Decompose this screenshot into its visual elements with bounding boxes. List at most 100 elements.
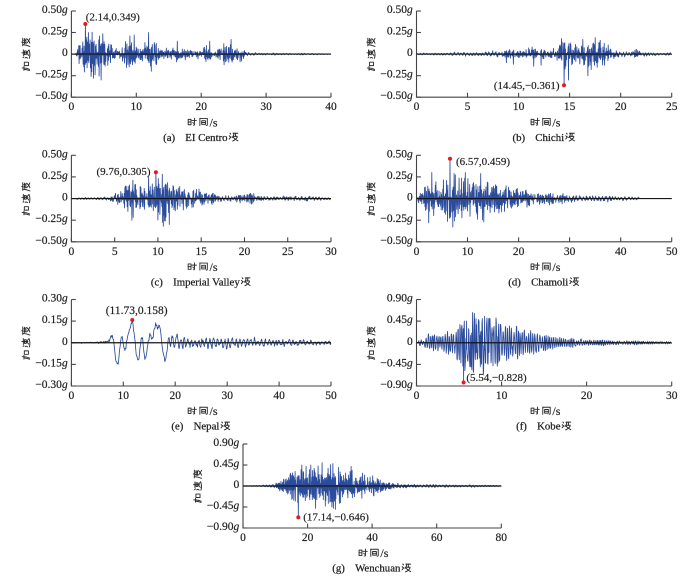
svg-text:50: 50 [666, 246, 678, 258]
svg-text:−0.25g: −0.25g [380, 213, 413, 225]
svg-text:0.45g: 0.45g [387, 314, 413, 326]
svg-text:20: 20 [513, 246, 525, 258]
svg-text:5: 5 [465, 101, 471, 113]
svg-text:20: 20 [195, 101, 207, 113]
svg-text:10: 10 [513, 101, 525, 113]
svg-text:0.50g: 0.50g [387, 4, 413, 16]
svg-text:−0.25g: −0.25g [35, 69, 68, 81]
svg-text:50: 50 [325, 390, 337, 402]
svg-text:20: 20 [169, 390, 181, 402]
svg-text:(11.73,0.158): (11.73,0.158) [106, 305, 168, 317]
svg-text:0.50g: 0.50g [42, 148, 68, 160]
svg-text:/s: /s [210, 260, 218, 274]
svg-text:(g): (g) [332, 563, 345, 575]
svg-text:0: 0 [69, 390, 75, 402]
svg-text:10: 10 [118, 390, 130, 402]
svg-text:10: 10 [131, 101, 143, 113]
svg-text:(b): (b) [513, 132, 526, 144]
svg-text:−0.25g: −0.25g [380, 69, 413, 81]
svg-text:0: 0 [62, 336, 68, 348]
svg-text:−0.15g: −0.15g [35, 357, 68, 369]
svg-text:80: 80 [496, 532, 508, 544]
svg-text:0: 0 [240, 532, 246, 544]
svg-text:−0.45g: −0.45g [207, 500, 240, 512]
svg-text:0.45g: 0.45g [213, 458, 239, 470]
svg-text:Wenchuan: Wenchuan [355, 563, 401, 575]
svg-text:(9.76,0.305): (9.76,0.305) [97, 166, 151, 178]
svg-text:0.50g: 0.50g [42, 4, 68, 16]
svg-text:0.25g: 0.25g [387, 170, 413, 182]
svg-text:/s: /s [552, 115, 560, 129]
svg-text:0: 0 [414, 246, 420, 258]
svg-text:0: 0 [69, 246, 75, 258]
svg-text:(a): (a) [163, 132, 175, 144]
svg-text:40: 40 [615, 246, 627, 258]
svg-text:40: 40 [325, 101, 337, 113]
svg-text:−0.50g: −0.50g [380, 90, 413, 102]
svg-text:30: 30 [221, 390, 233, 402]
svg-text:Chamoli: Chamoli [531, 276, 568, 288]
svg-text:0: 0 [407, 47, 413, 59]
svg-text:0: 0 [62, 192, 68, 204]
svg-text:−0.50g: −0.50g [35, 90, 68, 102]
svg-text:0.90g: 0.90g [213, 437, 239, 449]
svg-text:0: 0 [414, 101, 420, 113]
svg-text:5: 5 [112, 246, 118, 258]
svg-text:0.50g: 0.50g [387, 148, 413, 160]
svg-text:40: 40 [366, 532, 378, 544]
svg-text:EI Centro: EI Centro [185, 132, 227, 144]
svg-text:(14.45,−0.361): (14.45,−0.361) [494, 80, 560, 92]
svg-text:30: 30 [564, 246, 576, 258]
svg-text:Nepal: Nepal [194, 421, 220, 433]
svg-text:Kobe: Kobe [537, 421, 561, 433]
svg-text:15: 15 [195, 246, 207, 258]
svg-text:/s: /s [210, 115, 218, 129]
svg-text:0.90g: 0.90g [387, 293, 413, 305]
svg-text:(f): (f) [516, 421, 527, 433]
svg-text:0: 0 [234, 479, 240, 491]
svg-text:/s: /s [552, 404, 560, 418]
svg-text:(5.54,−0.828): (5.54,−0.828) [466, 372, 527, 384]
svg-text:(2.14,0.349): (2.14,0.349) [86, 12, 140, 24]
svg-text:20: 20 [581, 390, 593, 402]
svg-text:0: 0 [414, 390, 420, 402]
svg-text:0.15g: 0.15g [42, 314, 68, 326]
svg-text:20: 20 [615, 101, 627, 113]
svg-text:−0.30g: −0.30g [35, 379, 68, 391]
svg-text:10: 10 [152, 246, 164, 258]
svg-text:(6.57,0.459): (6.57,0.459) [456, 156, 510, 168]
svg-text:30: 30 [325, 246, 337, 258]
svg-text:30: 30 [666, 390, 678, 402]
svg-text:−0.45g: −0.45g [380, 357, 413, 369]
svg-text:0.25g: 0.25g [387, 26, 413, 38]
svg-text:/s: /s [552, 260, 560, 274]
svg-text:25: 25 [666, 101, 678, 113]
svg-text:(c): (c) [151, 276, 163, 288]
svg-text:/s: /s [380, 546, 388, 560]
svg-text:0: 0 [69, 101, 75, 113]
svg-text:(d): (d) [508, 276, 521, 288]
svg-text:−0.50g: −0.50g [35, 235, 68, 247]
svg-text:30: 30 [260, 101, 272, 113]
svg-text:15: 15 [564, 101, 576, 113]
svg-text:40: 40 [273, 390, 285, 402]
svg-text:0.30g: 0.30g [42, 293, 68, 305]
svg-text:−0.25g: −0.25g [35, 213, 68, 225]
svg-text:10: 10 [462, 246, 474, 258]
svg-text:25: 25 [282, 246, 294, 258]
svg-text:(e): (e) [171, 421, 183, 433]
svg-text:20: 20 [302, 532, 314, 544]
svg-text:Chichi: Chichi [535, 132, 564, 144]
svg-text:0: 0 [407, 336, 413, 348]
svg-text:10: 10 [496, 390, 508, 402]
svg-text:Imperial Valley: Imperial Valley [173, 276, 240, 288]
svg-text:0: 0 [407, 192, 413, 204]
svg-text:20: 20 [239, 246, 251, 258]
svg-text:0.25g: 0.25g [42, 170, 68, 182]
svg-text:−0.50g: −0.50g [380, 235, 413, 247]
svg-text:0.25g: 0.25g [42, 26, 68, 38]
svg-text:−0.90g: −0.90g [380, 379, 413, 391]
svg-text:0: 0 [62, 47, 68, 59]
svg-text:−0.90g: −0.90g [207, 521, 240, 533]
svg-text:/s: /s [210, 404, 218, 418]
